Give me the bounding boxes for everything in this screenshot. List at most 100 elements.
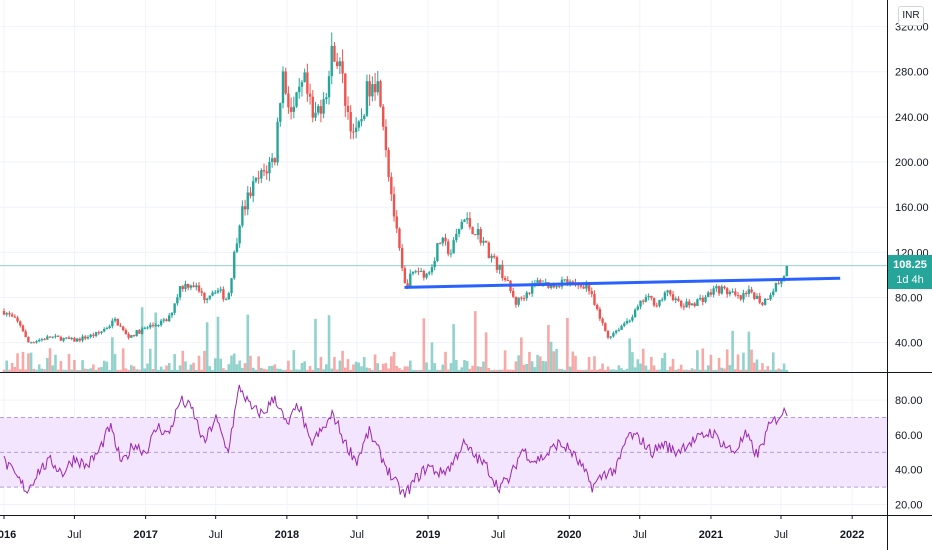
x-tick-label-2: 2017 [133,529,157,541]
candle-body [463,219,466,222]
candle-body [262,170,266,172]
volume-bar [414,369,418,372]
volume-bar [108,369,111,372]
candle-body [73,337,76,342]
volume-bar [349,369,352,372]
volume-bar [178,365,182,372]
volume-bar [511,369,515,372]
candle-body [154,325,157,327]
candle-body [330,45,333,77]
volume-bar [663,352,667,372]
volume-bar [555,348,558,372]
volume-bar [97,367,101,372]
volume-bar [186,369,190,372]
volume-bar [533,367,537,372]
candle-body [707,292,710,298]
volume-bar [325,364,328,372]
candle-body [701,297,705,302]
candle-body [344,73,347,106]
candle-body [417,271,420,273]
volume-bar [184,361,187,372]
candle-body [268,162,271,174]
candle-body [308,93,312,97]
volume-bar [536,354,539,372]
candle-body [693,303,696,307]
volume-bar [86,369,90,372]
candle-body [406,283,409,287]
volume-bar [406,366,409,372]
candle-body [363,115,366,119]
candle-body [495,257,499,270]
candle-body [530,284,534,294]
candle-body [24,331,27,338]
candle-body [709,292,713,295]
volume-bar [24,369,27,372]
volume-bar [430,342,434,372]
volume-bar [262,368,266,372]
candle-body [593,294,596,305]
volume-bar [625,368,629,372]
volume-bar [539,356,542,372]
candle-body [753,292,756,299]
candle-body [585,283,588,289]
candle-body [398,228,401,249]
volume-bar [276,368,279,372]
candle-body [197,285,201,292]
candle-body [162,319,166,321]
candle-body [623,323,626,326]
candle-body [723,286,726,289]
volume-bar [16,353,19,372]
volume-bar [446,369,450,372]
volume-bar [130,365,133,372]
volume-bar [62,369,65,372]
volume-bar [368,368,371,372]
candle-body [181,286,184,289]
volume-bar [390,356,393,372]
volume-bar [173,354,176,372]
volume-bar [111,337,114,372]
volume-bar [417,369,420,372]
candle-body [295,92,298,107]
candle-body [86,337,90,339]
candle-body [108,326,111,328]
volume-bar [200,369,204,372]
volume-bar [392,351,396,372]
volume-bar [744,369,748,372]
volume-bar [758,369,761,372]
candle-body [552,285,556,288]
volume-bar [552,351,556,372]
candle-body [159,320,163,326]
volume-bar [736,354,740,372]
volume-bar [249,355,252,372]
volume-bar [501,369,504,372]
candle-body [636,306,640,310]
candle-body [124,330,128,334]
candle-body [468,218,472,228]
candle-body [170,312,174,316]
candle-body [755,295,759,299]
candle-body [46,336,49,340]
currency-badge[interactable]: INR [898,6,924,26]
candle-body [785,265,788,277]
candle-body [287,93,290,108]
candle-body [482,240,485,243]
candle-body [782,276,786,280]
volume-bar [135,369,139,372]
candle-body [725,288,729,295]
volume-bar [468,368,472,372]
candle-body [319,106,323,114]
volume-bar [455,360,458,372]
volume-bar [216,316,220,372]
candle-body [246,192,249,210]
candle-body [387,150,390,178]
candles [2,32,788,344]
volume-bar [557,368,561,372]
candle-body [40,339,44,341]
candle-body [143,327,147,329]
volume-bar [197,355,201,372]
volume-bar [119,369,122,372]
candle-body [138,330,141,334]
volume-bar [712,370,715,372]
candle-body [555,286,558,288]
